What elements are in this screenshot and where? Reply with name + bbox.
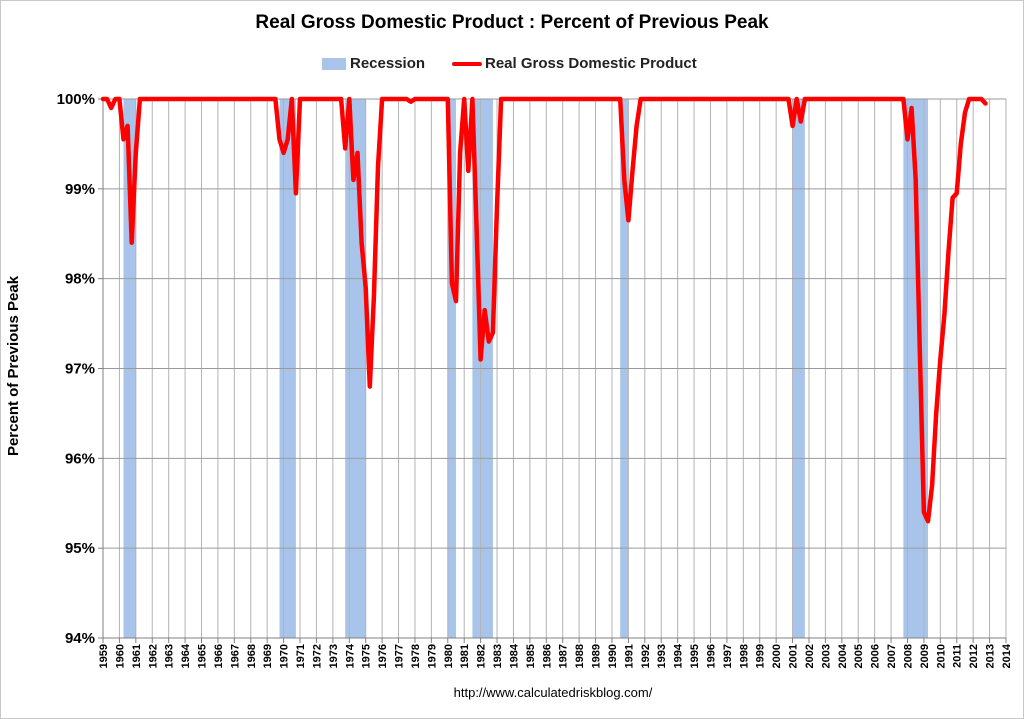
- x-tick-label: 1989: [591, 644, 603, 668]
- y-tick-label: 98%: [65, 271, 95, 288]
- x-tick-label: 1978: [410, 644, 422, 668]
- x-tick-label: 1993: [656, 644, 668, 668]
- y-tick-label: 99%: [65, 181, 95, 198]
- x-tick-label: 1960: [114, 644, 126, 668]
- x-tick-label: 1995: [689, 644, 701, 668]
- x-tick-label: 1985: [525, 644, 537, 668]
- x-tick-label: 1975: [361, 644, 373, 668]
- x-tick-label: 2000: [771, 644, 783, 668]
- legend-label-gdp: Real Gross Domestic Product: [485, 55, 697, 72]
- x-tick-label: 1999: [755, 644, 767, 668]
- x-tick-label: 2004: [837, 643, 849, 668]
- x-tick-label: 1962: [147, 644, 159, 668]
- x-tick-label: 1959: [98, 644, 110, 668]
- x-tick-label: 1972: [311, 644, 323, 668]
- x-tick-label: 2001: [788, 644, 800, 668]
- x-tick-label: 1987: [558, 644, 570, 668]
- x-tick-label: 1969: [262, 644, 274, 668]
- x-tick-label: 1982: [476, 644, 488, 668]
- x-tick-label: 1992: [640, 644, 652, 668]
- x-tick-label: 1980: [443, 644, 455, 668]
- y-tick-label: 97%: [65, 361, 95, 378]
- x-tick-label: 2014: [1001, 643, 1013, 668]
- x-tick-label: 1971: [295, 644, 307, 668]
- x-tick-label: 2008: [902, 644, 914, 668]
- x-tick-label: 1967: [229, 644, 241, 668]
- x-tick-label: 2012: [968, 644, 980, 668]
- y-tick-label: 100%: [57, 91, 95, 108]
- x-tick-label: 1997: [722, 644, 734, 668]
- x-tick-label: 2006: [870, 644, 882, 668]
- x-tick-label: 2013: [985, 644, 997, 668]
- x-tick-label: 1996: [705, 644, 717, 668]
- x-tick-label: 2003: [820, 644, 832, 668]
- x-tick-label: 1986: [541, 644, 553, 668]
- y-tick-label: 95%: [65, 540, 95, 557]
- x-tick-label: 1979: [426, 644, 438, 668]
- x-tick-label: 1984: [508, 643, 520, 668]
- x-tick-label: 2009: [919, 644, 931, 668]
- legend-label-recession: Recession: [350, 55, 426, 72]
- x-tick-label: 1994: [673, 643, 685, 668]
- y-tick-label: 94%: [65, 630, 95, 647]
- x-tick-label: 1988: [574, 644, 586, 668]
- x-tick-label: 1966: [213, 644, 225, 668]
- x-tick-label: 1976: [377, 644, 389, 668]
- x-tick-label: 2002: [804, 644, 816, 668]
- y-tick-label: 96%: [65, 450, 95, 467]
- x-tick-label: 1973: [328, 644, 340, 668]
- x-tick-label: 1965: [197, 644, 209, 668]
- x-tick-label: 1977: [394, 644, 406, 668]
- source-url: http://www.calculatedriskblog.com/: [453, 685, 653, 700]
- legend-item-gdp: Real Gross Domestic Product: [452, 55, 697, 72]
- x-tick-label: 1970: [279, 644, 291, 668]
- x-tick-label: 2007: [886, 644, 898, 668]
- legend-item-recession: Recession: [322, 55, 425, 72]
- chart-title: Real Gross Domestic Product : Percent of…: [255, 12, 769, 33]
- x-tick-label: 1990: [607, 644, 619, 668]
- x-tick-label: 2010: [935, 644, 947, 668]
- recession-swatch: [322, 57, 346, 70]
- x-tick-label: 1983: [492, 644, 504, 668]
- x-tick-label: 1968: [246, 644, 258, 668]
- x-tick-label: 2011: [952, 644, 964, 668]
- x-tick-label: 1964: [180, 643, 192, 668]
- x-tick-label: 1974: [344, 643, 356, 668]
- x-tick-label: 1981: [459, 644, 471, 668]
- gdp-line-swatch: [452, 61, 482, 66]
- x-tick-label: 1961: [131, 644, 143, 668]
- x-tick-label: 1963: [164, 644, 176, 668]
- x-tick-label: 2005: [853, 644, 865, 668]
- x-tick-label: 1998: [738, 644, 750, 668]
- x-tick-label: 1991: [623, 644, 635, 668]
